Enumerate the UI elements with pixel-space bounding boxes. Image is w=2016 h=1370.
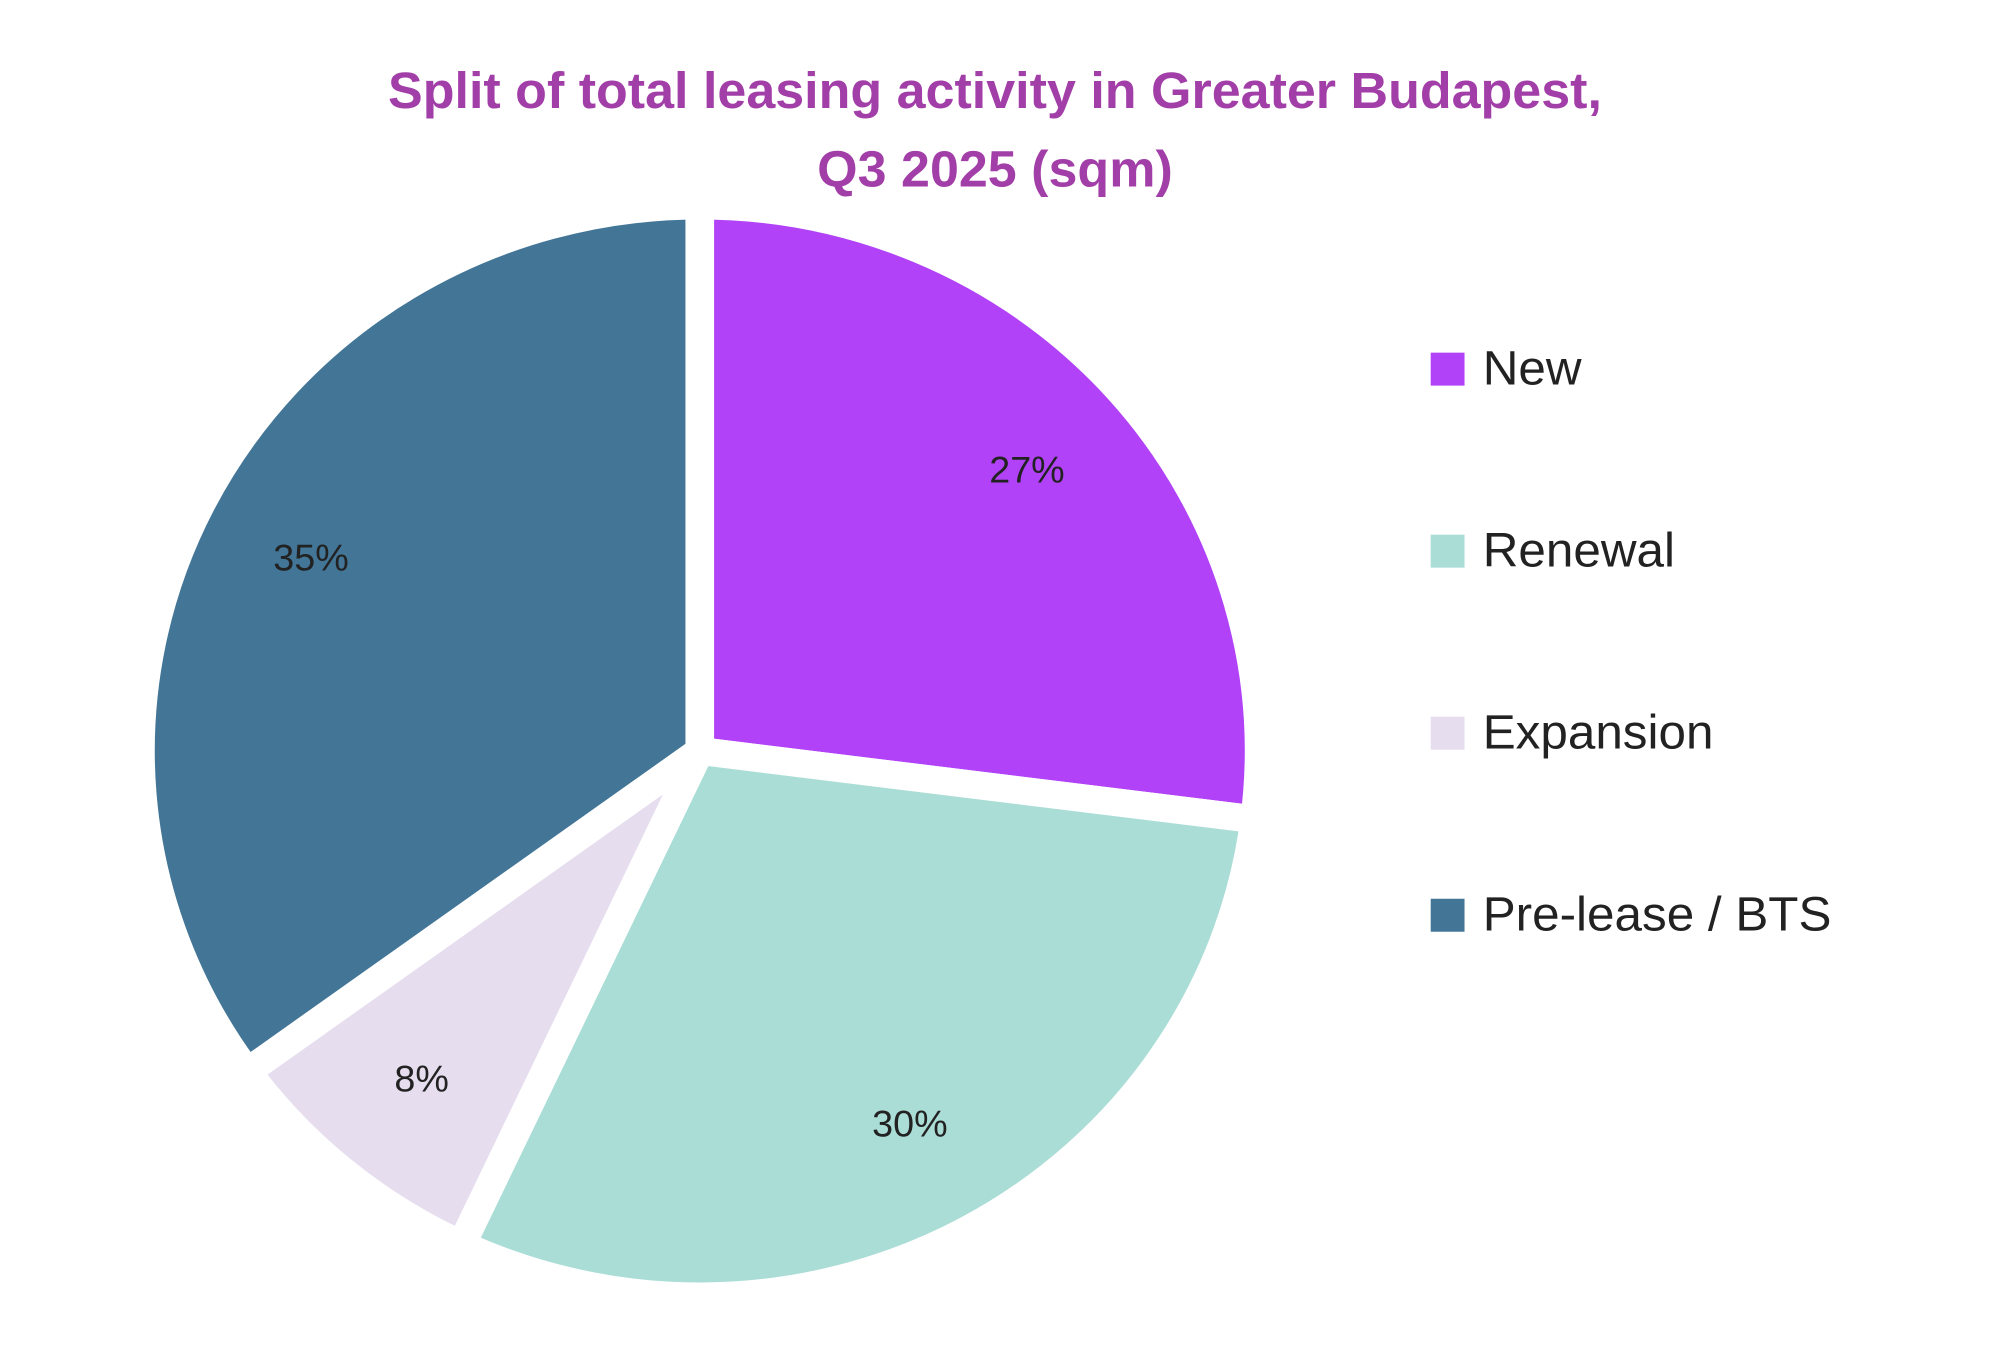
data-label: 35% bbox=[273, 537, 348, 578]
data-label: 30% bbox=[872, 1103, 947, 1144]
legend-label: Expansion bbox=[1483, 706, 1714, 759]
data-label: 8% bbox=[394, 1058, 449, 1099]
pie-slice-new bbox=[685, 191, 1274, 835]
pie-slice-expansion bbox=[227, 739, 713, 1264]
pie-slice-renewal bbox=[442, 735, 1271, 1311]
data-label: 27% bbox=[989, 449, 1064, 490]
chart-title-line-1: Split of total leasing activity in Great… bbox=[388, 61, 1602, 118]
legend-swatch bbox=[1430, 352, 1465, 386]
legend-swatch bbox=[1430, 716, 1465, 750]
legend-label: Renewal bbox=[1483, 524, 1675, 577]
legend-label: Pre-lease / BTS bbox=[1483, 888, 1832, 941]
chart-title-line-2: Q3 2025 (sqm) bbox=[817, 140, 1173, 197]
data-labels: 27% 30% 8% 35% bbox=[273, 449, 1064, 1145]
pie-slice-pre-lease-bts bbox=[126, 191, 715, 1092]
pie-slices bbox=[126, 191, 1274, 1311]
legend-swatch bbox=[1430, 898, 1465, 932]
legend: New Renewal Expansion Pre-lease / BTS bbox=[1430, 342, 1832, 941]
legend-label: New bbox=[1483, 342, 1583, 395]
legend-swatch bbox=[1430, 534, 1465, 568]
